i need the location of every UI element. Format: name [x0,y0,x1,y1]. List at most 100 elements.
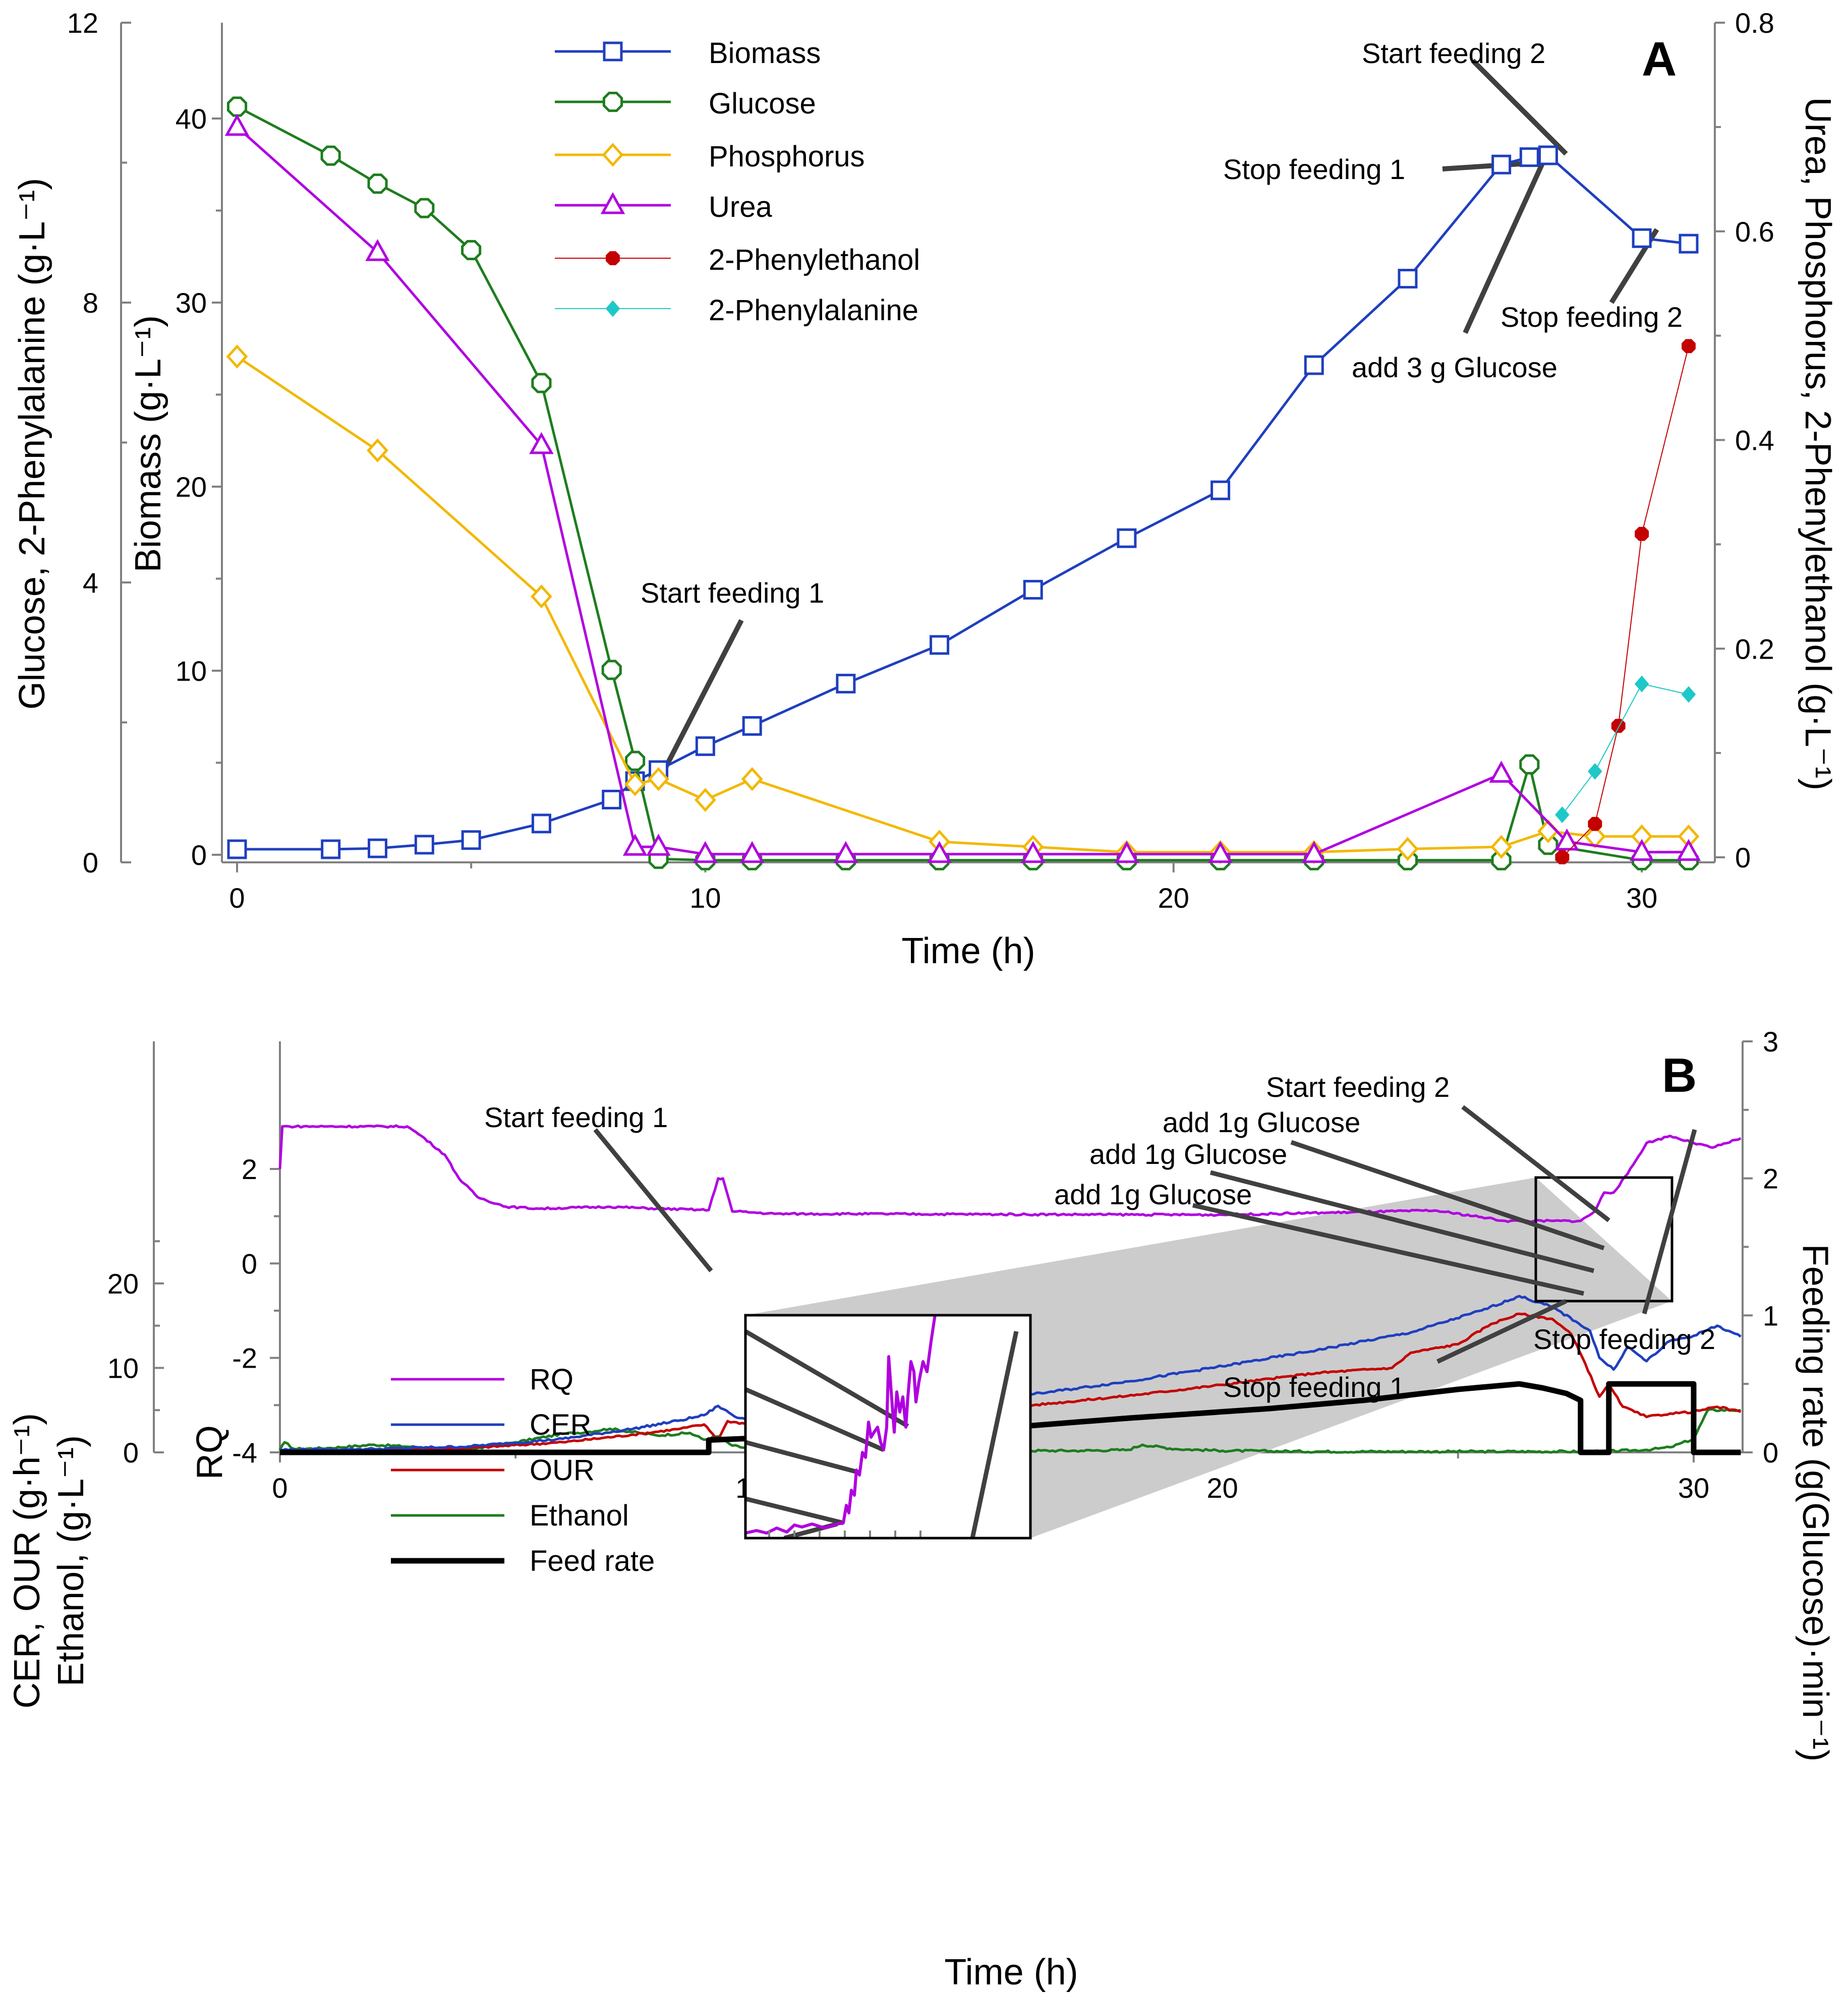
panel-b-y-title-ethanol: Ethanol, (g·L⁻¹) [51,1435,91,1686]
point-biomass [1210,480,1231,500]
point-biomass [1519,147,1539,167]
point-urea [1021,841,1046,863]
a-xtick-label: 10 [689,882,721,914]
point-phosphorus [1397,837,1419,861]
b-annotation-start-feeding-2: Start feeding 2 [1266,1071,1450,1103]
panel-b-y-title-rq: RQ [190,1425,230,1480]
point-phosphorus [367,438,388,462]
panel-b-y-title-feed: Feeding rate (g(Glucose)·min⁻¹) [1795,1244,1835,1762]
point-biomass [742,716,762,736]
point-glucose [601,660,622,680]
panel-b-x-title: Time (h) [944,1952,1078,1992]
point-phosphorus [1490,835,1513,859]
b-ytick-feed-label: 1 [1763,1300,1778,1331]
point-glucose [461,240,482,260]
b-ytick-rq-label: 0 [242,1248,257,1279]
a-ytick-biomass-label: 10 [176,655,207,687]
panel-b-label: B [1662,1048,1697,1102]
point-biomass [1304,355,1324,375]
a-ytick-glucose-label: 12 [67,7,98,39]
point-urea [1208,841,1233,863]
point-urea [693,841,718,863]
point-urea [622,834,648,856]
b-ytick-cer-label: 10 [107,1353,139,1384]
point-urea [224,113,250,136]
panel-b-y-title-cer-our: CER, OUR (g·h⁻¹) [7,1413,47,1709]
legend-marker-1 [602,91,623,112]
start-feeding-1-pointer [653,619,744,788]
panel-a-series [224,96,1701,870]
b-xtick-label: 30 [1678,1472,1709,1504]
legend-2-phenylalanine: 2-Phenylalanine [709,294,918,327]
a-ytick-glucose-label: 4 [83,567,98,599]
b-ytick-cer-label: 20 [107,1268,139,1300]
point-phosphorus [531,584,552,609]
b-annotation-start-feeding-1: Start feeding 1 [484,1101,668,1133]
a-ytick-right-label: 0.2 [1735,633,1774,665]
point-urea [646,834,671,856]
inset-pointer-start-2 [745,1329,909,1428]
point-urea [927,841,952,863]
point-urea [739,841,765,863]
point-2-phenylethanol [1635,526,1649,541]
point-glucose [1519,754,1540,775]
line-glucose [236,105,1689,862]
panel-a-y-title-glucose: Glucose, 2-Phenylalanine (g·L⁻¹) [12,178,52,710]
b-ytick-cer-label: 0 [123,1437,139,1469]
a-ytick-glucose-label: 0 [83,847,98,878]
b-annotation-add-glucose-3: add 1g Glucose [1054,1179,1252,1210]
point-biomass [1398,269,1418,289]
point-glucose [320,145,341,166]
a-ytick-glucose-label: 8 [83,287,98,319]
b-ytick-feed-label: 2 [1763,1163,1778,1195]
a-ytick-right-label: 0.4 [1735,425,1774,456]
point-urea [1629,839,1654,861]
b-xtick-label: 20 [1207,1472,1238,1504]
add-glucose-pointer [1463,160,1546,334]
annotation-start-feeding-1: Start feeding 1 [641,577,824,609]
inset-pointer-glucose-2 [745,1440,860,1475]
a-ytick-biomass-label: 20 [176,471,207,503]
b-annotation-stop-feeding-1: Stop feeding 1 [1223,1371,1405,1403]
b-xtick-label: 0 [272,1472,287,1504]
point-2-phenylalanine [1587,763,1602,780]
legend-ethanol: Ethanol [530,1499,629,1532]
point-2-phenylalanine [1555,806,1570,824]
point-urea [365,239,390,261]
b-annotation-add-glucose-2: add 1g Glucose [1089,1138,1287,1170]
point-biomass [602,790,622,809]
point-2-phenylalanine [1681,686,1696,703]
b-add-glucose-pointer-3 [1192,1203,1584,1296]
b-stop-feeding-2-pointer [1642,1129,1697,1315]
a-ytick-right-label: 0.8 [1735,7,1774,39]
point-phosphorus [226,344,248,369]
point-glucose [1538,835,1558,855]
point-2-phenylethanol [1588,816,1602,831]
point-glucose [367,173,388,194]
legend-our: OUR [530,1454,595,1487]
legend-marker-0 [603,41,623,62]
panel-a-y-title-biomass: Biomass (g·L⁻¹) [128,315,168,572]
a-ytick-biomass-label: 30 [176,287,207,319]
point-urea [1554,828,1579,851]
legend-rq: RQ [530,1363,573,1396]
panel-a: A 0 10 20 30 0 4 8 12 0 10 20 30 40 0 0.2 0.4 0.6 0.8 Tim… [12,7,1838,971]
point-biomass [1117,528,1137,548]
point-glucose [414,198,435,218]
b-ytick-feed-label: 0 [1763,1437,1778,1469]
legend-phosphorus: Phosphorus [709,140,865,173]
panel-b-annotation-lines [593,1105,1697,1364]
point-2-phenylethanol [1555,850,1570,864]
zoom-inset [744,1314,1032,1540]
panel-b-legend: RQ CER OUR Ethanol Feed rate [391,1363,655,1577]
a-ytick-right-label: 0.6 [1735,216,1774,248]
point-biomass [1679,233,1699,254]
inset-rq-line [745,1315,937,1535]
point-glucose [531,373,552,393]
legend-glucose: Glucose [709,87,816,120]
a-ytick-right-label: 0 [1735,842,1751,873]
panel-a-ticks: 0 10 20 30 0 4 8 12 0 10 20 30 40 0 0.2 0.4 0.6 0.8 [67,7,1774,914]
legend-marker-2 [602,143,624,167]
legend-marker-3 [600,192,625,214]
